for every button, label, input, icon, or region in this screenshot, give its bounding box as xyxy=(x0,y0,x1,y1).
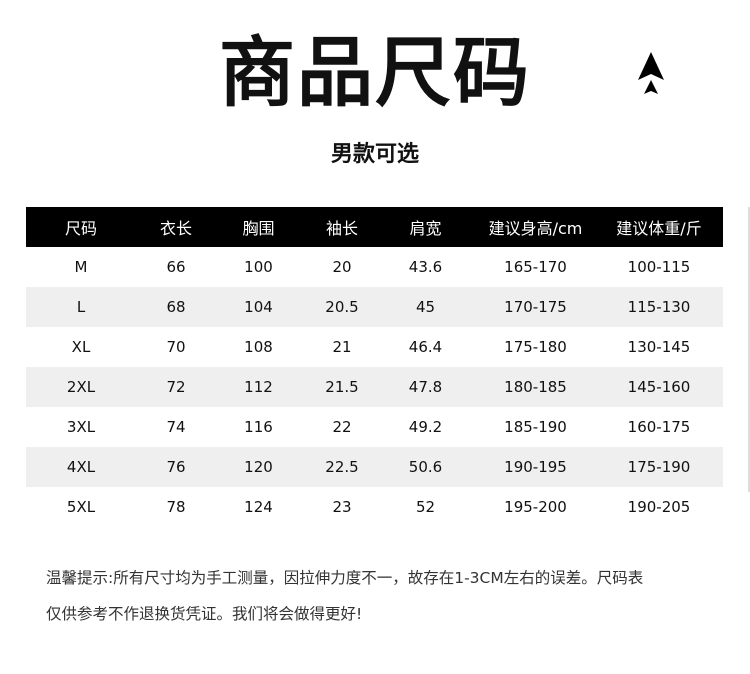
table-cell: M xyxy=(74,258,88,276)
table-cell: 22 xyxy=(332,418,352,436)
table-row: 2XL 72 112 21.5 47.8 180-185 145-160 xyxy=(26,367,723,407)
table-cell: 46.4 xyxy=(408,338,443,356)
table-cell: 21 xyxy=(332,338,352,356)
table-cell: 76 xyxy=(166,458,186,476)
page-subtitle: 男款可选 xyxy=(330,142,419,167)
table-cell: 120 xyxy=(244,458,273,476)
table-cell: 78 xyxy=(166,498,186,516)
table-cell: 47.8 xyxy=(408,378,443,396)
table-row: M 66 100 20 43.6 165-170 100-115 xyxy=(26,247,723,287)
table-cell: 180-185 xyxy=(504,378,567,396)
table-cell: 108 xyxy=(244,338,273,356)
divider xyxy=(748,207,750,492)
table-cell: 115-130 xyxy=(627,298,691,316)
table-cell: 165-170 xyxy=(504,258,567,276)
table-cell: 3XL xyxy=(66,418,96,436)
size-table: 尺码 衣长 胸围 袖长 肩宽 建议身高/cm 建议体重/斤 M 66 100 20 43.6 165-… xyxy=(26,207,723,527)
table-cell: 175-190 xyxy=(627,458,691,476)
table-cell: 70 xyxy=(166,338,186,356)
table-cell: 23 xyxy=(332,498,352,516)
column-header: 尺码 xyxy=(64,219,97,238)
column-header: 衣长 xyxy=(159,219,192,238)
table-row: 3XL 74 116 22 49.2 185-190 160-175 xyxy=(26,407,723,447)
double-arrow-up-icon xyxy=(638,52,664,94)
table-cell: 130-145 xyxy=(627,338,691,356)
table-cell: 43.6 xyxy=(408,258,443,276)
table-cell: XL xyxy=(71,338,91,356)
table-cell: 20 xyxy=(332,258,352,276)
size-note: 温馨提示:所有尺寸均为手工测量，因拉伸力度不一，故存在1-3CM左右的误差。尺码… xyxy=(46,560,726,632)
table-cell: 20.5 xyxy=(325,298,359,316)
table-header: 尺码 衣长 胸围 袖长 肩宽 建议身高/cm 建议体重/斤 xyxy=(26,207,723,247)
table-cell: 190-195 xyxy=(504,458,567,476)
table-cell: 185-190 xyxy=(504,418,567,436)
table-cell: 170-175 xyxy=(504,298,567,316)
table-cell: 100 xyxy=(244,258,273,276)
table-row: 4XL 76 120 22.5 50.6 190-195 175-190 xyxy=(26,447,723,487)
table-cell: 160-175 xyxy=(627,418,691,436)
table-cell: 50.6 xyxy=(408,458,443,476)
note-line-1: 温馨提示:所有尺寸均为手工测量，因拉伸力度不一，故存在1-3CM左右的误差。尺码… xyxy=(46,569,644,587)
table-cell: 74 xyxy=(166,418,186,436)
table-cell: 68 xyxy=(166,298,186,316)
column-header: 建议体重/斤 xyxy=(616,219,702,238)
table-cell: 175-180 xyxy=(504,338,567,356)
table-row: XL 70 108 21 46.4 175-180 130-145 xyxy=(26,327,723,367)
table-cell: 2XL xyxy=(66,378,96,396)
column-header: 胸围 xyxy=(242,219,275,238)
table-cell: 4XL xyxy=(66,458,96,476)
table-cell: L xyxy=(76,298,86,316)
table-cell: 52 xyxy=(415,498,436,516)
table-row: 5XL 78 124 23 52 195-200 190-205 xyxy=(26,487,723,527)
table-cell: 100-115 xyxy=(627,258,691,276)
table-cell: 22.5 xyxy=(325,458,359,476)
table-cell: 5XL xyxy=(66,498,96,516)
note-line-2: 仅供参考不作退换货凭证。我们将会做得更好! xyxy=(46,605,363,623)
table-cell: 72 xyxy=(166,378,186,396)
column-header: 肩宽 xyxy=(409,219,442,238)
table-cell: 195-200 xyxy=(504,498,567,516)
column-header: 建议身高/cm xyxy=(488,219,583,238)
table-cell: 190-205 xyxy=(627,498,691,516)
table-cell: 66 xyxy=(166,258,186,276)
table-cell: 21.5 xyxy=(325,378,359,396)
table-row: L 68 104 20.5 45 170-175 115-130 xyxy=(26,287,723,327)
column-header: 袖长 xyxy=(325,219,358,238)
table-cell: 104 xyxy=(244,298,273,316)
table-cell: 45 xyxy=(415,298,436,316)
table-cell: 124 xyxy=(244,498,273,516)
table-cell: 145-160 xyxy=(627,378,691,396)
page-title: 商品尺码 xyxy=(219,28,531,117)
table-cell: 49.2 xyxy=(408,418,443,436)
table-cell: 112 xyxy=(244,378,273,396)
table-cell: 116 xyxy=(244,418,273,436)
